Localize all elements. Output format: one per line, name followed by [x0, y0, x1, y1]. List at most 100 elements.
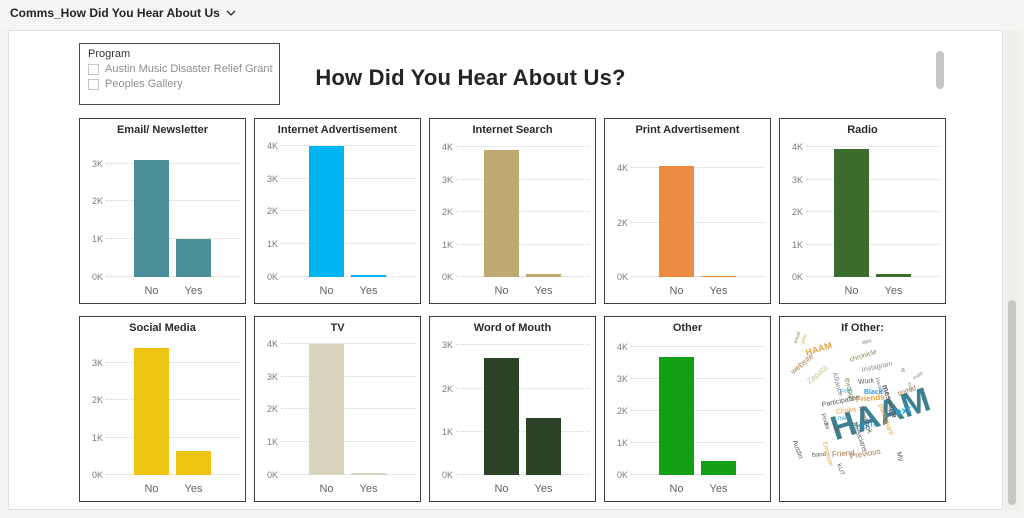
- bar-no[interactable]: [834, 149, 869, 277]
- y-axis-tick-label: 2K: [91, 395, 103, 406]
- panel-title: Internet Advertisement: [277, 124, 398, 136]
- x-axis-category-label: Yes: [709, 285, 728, 297]
- y-axis-tick-label: 1K: [91, 234, 103, 245]
- slicer-option-label: Peoples Gallery: [105, 78, 183, 90]
- bar-yes[interactable]: [701, 461, 736, 475]
- y-axis-tick-label: 2K: [441, 207, 453, 218]
- page-scrollbar-thumb[interactable]: [1008, 300, 1016, 505]
- word-cloud-word[interactable]: Instagram: [861, 360, 894, 374]
- gridline: [456, 243, 590, 245]
- word-cloud-word[interactable]: alert: [861, 338, 873, 346]
- page-title: How Did You Hear About Us?: [315, 65, 626, 90]
- x-axis-category-label: Yes: [184, 483, 203, 495]
- bar-yes[interactable]: [701, 275, 736, 277]
- y-axis-tick-label: 1K: [791, 239, 803, 250]
- bar-yes[interactable]: [176, 239, 211, 277]
- x-axis-category-label: No: [494, 483, 509, 495]
- slicer-option-label: Austin Music Disaster Relief Grant: [105, 63, 273, 75]
- y-axis-tick-label: 4K: [791, 142, 803, 153]
- plot-area: 0K 1K 2K 3K No Yes: [442, 340, 590, 495]
- y-axis-tick-label: 3K: [91, 358, 103, 369]
- x-axis-category-label: Yes: [884, 285, 903, 297]
- word-cloud: HAAM from Text HAAM website Zapata email post al…: [780, 317, 945, 501]
- page-tab-selector[interactable]: Comms_How Did You Hear About Us: [10, 6, 236, 20]
- bar-no[interactable]: [134, 159, 169, 277]
- top-tab-bar: Comms_How Did You Hear About Us: [0, 0, 1024, 30]
- word-cloud-word[interactable]: Work: [857, 377, 875, 386]
- gridline: [631, 442, 765, 443]
- gridline: [631, 167, 765, 169]
- word-cloud-word[interactable]: Black: [864, 389, 883, 396]
- canvas-mini-scrollbar-thumb[interactable]: [936, 51, 944, 89]
- y-axis-tick-label: 3K: [91, 158, 103, 169]
- bar-no[interactable]: [484, 357, 519, 475]
- gridline: [456, 276, 590, 277]
- x-axis-category-label: Yes: [534, 483, 553, 495]
- word-cloud-word[interactable]: Zapata: [804, 363, 830, 387]
- y-axis-tick-label: 4K: [616, 163, 628, 174]
- y-axis-tick-label: 2K: [266, 404, 278, 415]
- y-axis-tick-label: 2K: [266, 206, 278, 217]
- panel-email-newsletter: Email/ Newsletter 0K 1K 2K 3K No Yes: [79, 118, 246, 304]
- word-cloud-word[interactable]: post: [799, 333, 809, 345]
- y-axis-tick-label: 4K: [266, 338, 278, 349]
- y-axis-tick-label: 0K: [266, 272, 278, 282]
- bar-no[interactable]: [309, 343, 344, 475]
- x-axis-category-label: No: [319, 285, 334, 297]
- checkbox-peoples-gallery[interactable]: [88, 78, 99, 90]
- x-axis-category-label: Yes: [709, 483, 728, 495]
- bar-no[interactable]: [484, 149, 519, 277]
- plot-area: 0K 1K 2K 3K 4K No Yes: [267, 339, 415, 495]
- gridline: [281, 342, 415, 344]
- bar-no[interactable]: [309, 145, 344, 277]
- bar-yes[interactable]: [351, 274, 386, 277]
- x-axis-category-label: No: [669, 483, 684, 495]
- y-axis-tick-label: 1K: [266, 239, 278, 250]
- y-axis-tick-label: 0K: [441, 272, 453, 282]
- report-canvas: Program Austin Music Disaster Relief Gra…: [8, 30, 1003, 510]
- bar-yes[interactable]: [351, 472, 386, 475]
- bar-yes[interactable]: [876, 273, 911, 277]
- word-cloud-word[interactable]: M: [834, 427, 839, 433]
- bar-yes[interactable]: [176, 450, 211, 475]
- panel-title: Print Advertisement: [635, 124, 740, 136]
- gridline: [281, 408, 415, 410]
- y-axis-tick-label: 3K: [791, 174, 803, 185]
- slicer-item-austin-music[interactable]: Austin Music Disaster Relief Grant: [88, 63, 273, 75]
- bar-yes[interactable]: [526, 273, 561, 277]
- panel-other: Other 0K 1K 2K 3K 4K No Yes: [604, 316, 771, 502]
- gridline: [806, 211, 940, 213]
- gridline: [806, 146, 940, 148]
- gridline: [456, 178, 590, 180]
- x-axis-category-label: Yes: [184, 285, 203, 297]
- bar-no[interactable]: [659, 357, 694, 475]
- x-axis-category-label: No: [144, 483, 159, 495]
- bar-yes[interactable]: [526, 417, 561, 475]
- gridline: [106, 399, 240, 401]
- panel-title: Email/ Newsletter: [116, 124, 209, 136]
- plot-area: 0K 1K 2K 3K No Yes: [92, 143, 240, 297]
- word-cloud-word[interactable]: Austin: [790, 439, 804, 460]
- panel-title: If Other:: [841, 322, 884, 334]
- word-cloud-word[interactable]: My: [894, 451, 905, 463]
- y-axis-tick-label: 1K: [266, 437, 278, 448]
- word-cloud-word[interactable]: KUT: [835, 462, 845, 477]
- checkbox-austin-music[interactable]: [88, 63, 99, 75]
- slicer-item-peoples-gallery[interactable]: Peoples Gallery: [88, 78, 271, 90]
- y-axis-tick-label: 3K: [441, 174, 453, 185]
- gridline: [281, 276, 415, 277]
- word-cloud-word[interactable]: a: [901, 367, 905, 374]
- word-cloud-word[interactable]: chronicle: [848, 348, 878, 364]
- y-axis-tick-label: 2K: [441, 383, 453, 394]
- bar-no[interactable]: [134, 348, 169, 475]
- plot-area: 0K 1K 2K 3K 4K No Yes: [617, 341, 765, 495]
- y-axis-tick-label: 4K: [441, 142, 453, 153]
- plot-area: 0K 1K 2K 3K No Yes: [92, 341, 240, 495]
- word-cloud-word[interactable]: me: [838, 416, 847, 422]
- panel-title: Internet Search: [472, 124, 553, 136]
- gridline: [456, 474, 590, 475]
- x-axis-category-label: Yes: [534, 285, 553, 297]
- bar-no[interactable]: [659, 166, 694, 277]
- charts-grid: Email/ Newsletter 0K 1K 2K 3K No Yes Internet A…: [79, 118, 954, 502]
- panel-tv: TV 0K 1K 2K 3K 4K No Yes: [254, 316, 421, 502]
